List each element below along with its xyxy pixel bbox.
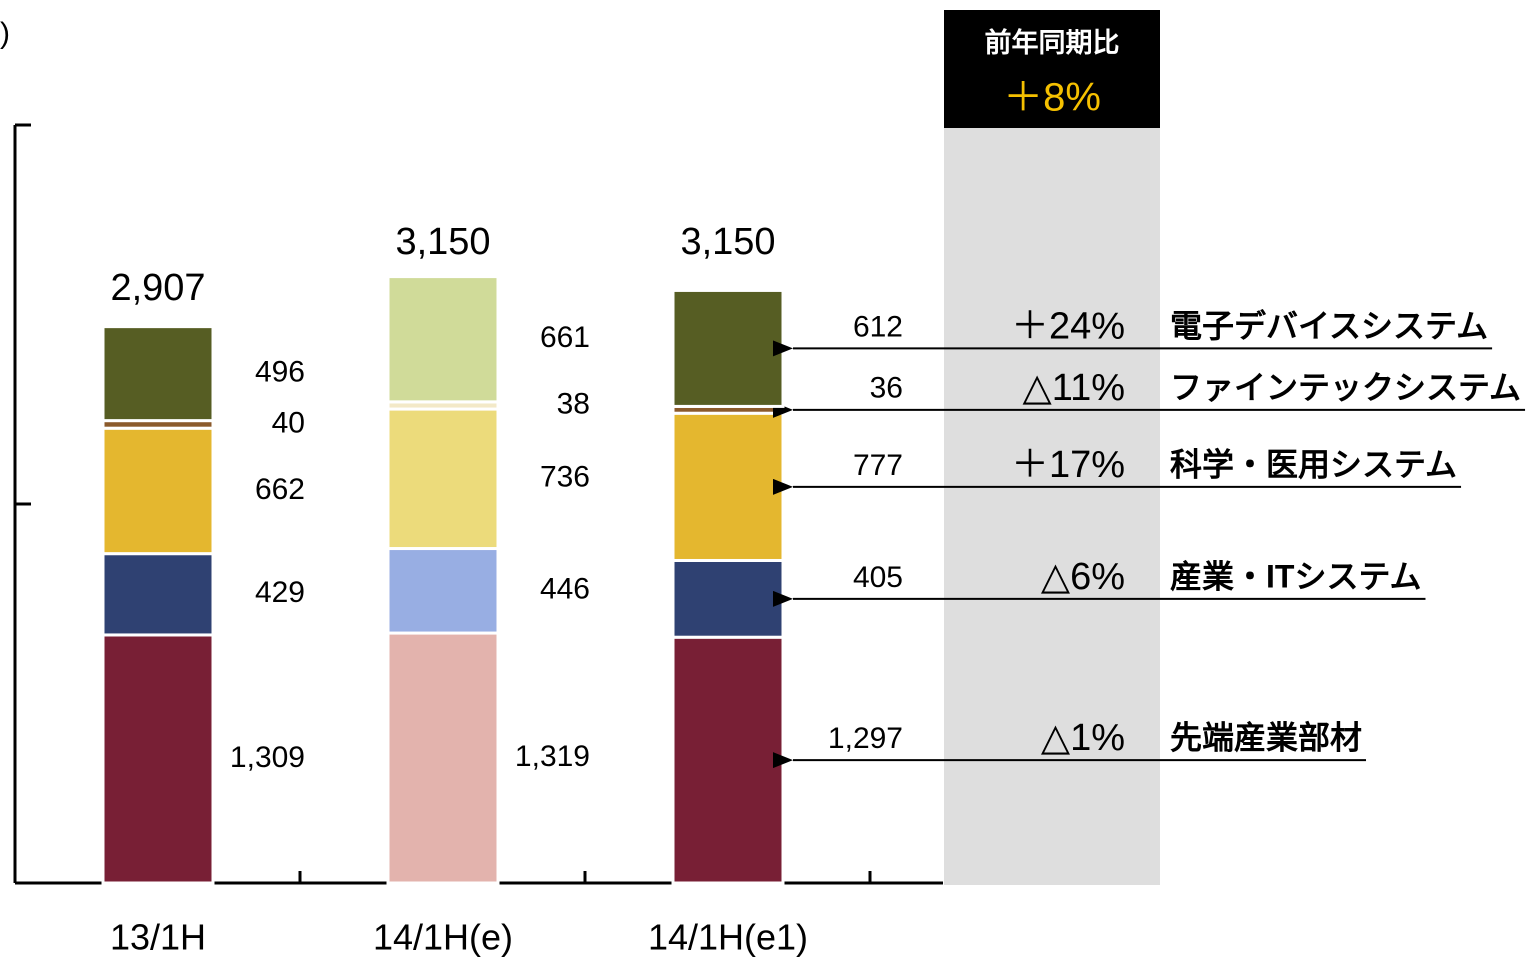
value-label: 1,309 — [230, 741, 305, 774]
bar-segment — [671, 635, 785, 885]
value-label: 496 — [255, 356, 305, 389]
value-label: 661 — [540, 321, 590, 354]
value-label: 612 — [853, 310, 903, 343]
bar-segment — [101, 325, 215, 423]
value-label: 40 — [272, 406, 305, 439]
change-label: △1% — [1041, 717, 1125, 759]
bar-segment — [386, 547, 500, 635]
x-tick-label: 13/1H — [110, 917, 206, 958]
value-label: 736 — [540, 461, 590, 494]
bar-segment — [671, 558, 785, 639]
change-label: ＋17% — [1011, 444, 1125, 486]
header-title: 前年同期比 — [985, 27, 1120, 58]
bar-segment — [101, 552, 215, 637]
bar-segment — [101, 633, 215, 885]
header-value: ＋8% — [1003, 76, 1101, 120]
value-label: 405 — [853, 561, 903, 594]
value-label: 1,319 — [515, 740, 590, 773]
change-label: △11% — [1023, 367, 1125, 409]
value-label: 36 — [870, 372, 903, 405]
bar-segment — [671, 288, 785, 408]
value-label: 777 — [853, 449, 903, 482]
value-label: 38 — [557, 387, 590, 420]
total-label: 2,907 — [110, 267, 205, 309]
highlight-column — [944, 128, 1160, 885]
bar-segment — [671, 411, 785, 562]
value-label: 429 — [255, 576, 305, 609]
value-label: 446 — [540, 573, 590, 606]
legend-label: 産業・ITシステム — [1170, 558, 1421, 594]
legend-label: ファインテックシステム — [1170, 369, 1521, 405]
bar-segment — [386, 407, 500, 551]
legend-label: 電子デバイスシステム — [1170, 308, 1488, 344]
bar-segment — [386, 275, 500, 404]
bar-segment — [386, 631, 500, 885]
change-label: △6% — [1041, 556, 1125, 598]
x-tick-label: 14/1H(e1) — [648, 917, 808, 958]
value-label: 662 — [255, 473, 305, 506]
total-label: 3,150 — [395, 221, 490, 263]
change-label: ＋24% — [1011, 305, 1125, 347]
legend-label: 科学・医用システム — [1170, 446, 1457, 482]
bar-segment — [101, 426, 215, 556]
unit-label: ) — [0, 17, 10, 50]
header-box — [944, 10, 1160, 128]
legend-label: 先端産業部材 — [1170, 720, 1362, 756]
total-label: 3,150 — [680, 221, 775, 263]
value-label: 1,297 — [828, 722, 903, 755]
x-tick-label: 14/1H(e) — [373, 917, 513, 958]
